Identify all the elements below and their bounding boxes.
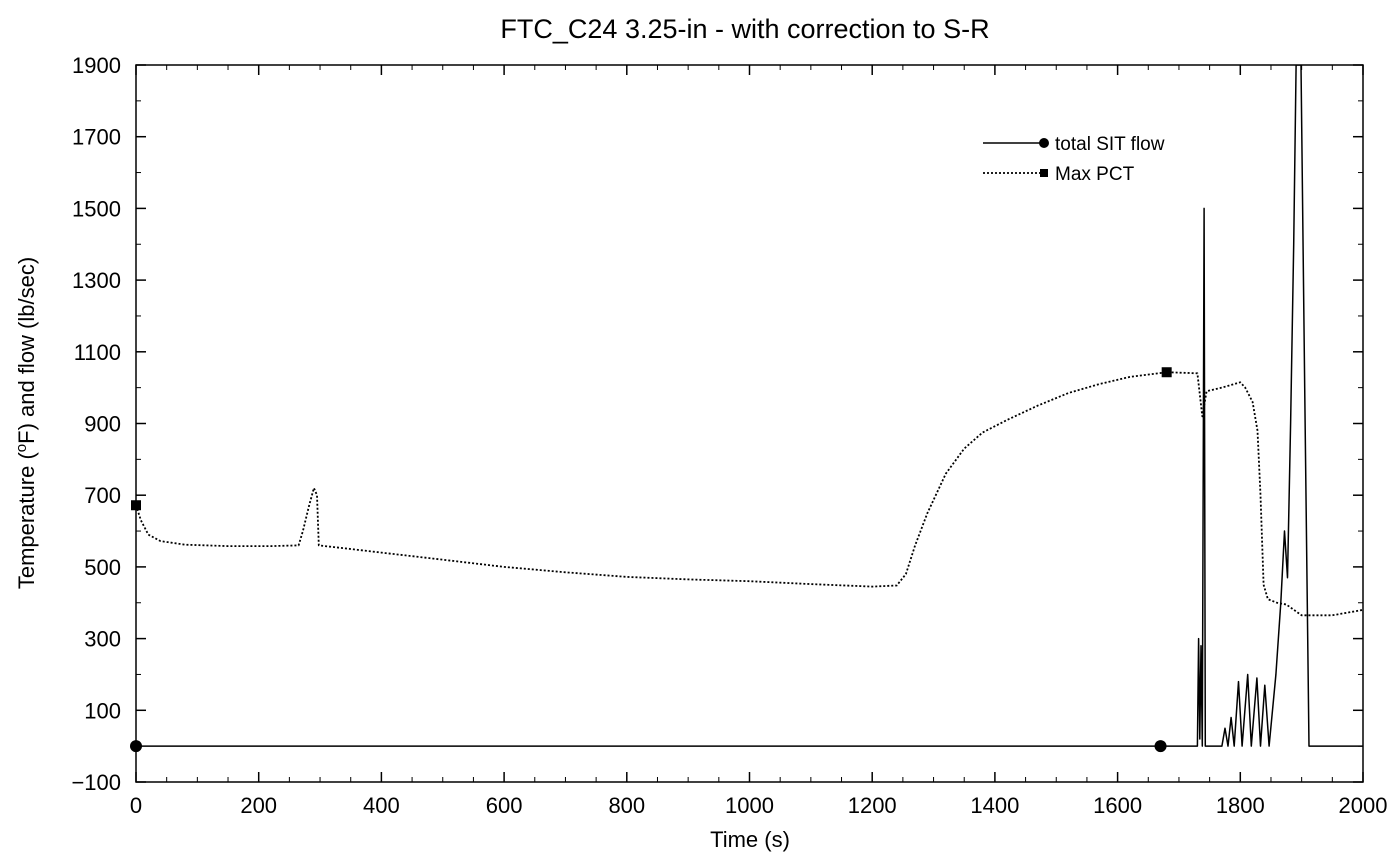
x-tick-label: 1400	[970, 793, 1019, 818]
axis-tick-labels: 0 200 400 600 800 1000 1200 1400 1600 1800 2000 −10…	[71, 53, 1387, 818]
y-tick-label: 300	[84, 627, 121, 652]
y-axis-label: Temperature (oF) and flow (lb/sec)	[13, 257, 39, 589]
y-axis-label-part-1: Temperature (	[14, 452, 39, 590]
legend-marker-circle	[1039, 138, 1049, 148]
series-line-0	[136, 65, 1363, 747]
x-tick-label: 1600	[1093, 793, 1142, 818]
x-axis-label: Time (s)	[710, 827, 790, 852]
series-marker-square	[1161, 367, 1172, 378]
y-tick-label: 1500	[72, 196, 121, 221]
axis-ticks	[135, 64, 1364, 783]
series-marker-circle	[1154, 740, 1167, 753]
series-line-1	[136, 371, 1363, 617]
y-tick-label: 900	[84, 412, 121, 437]
legend-marker-square	[1040, 169, 1048, 177]
y-tick-label: 1100	[74, 340, 121, 365]
legend-label-total-sit-flow: total SIT flow	[1055, 134, 1165, 155]
y-axis-label-part-2: F) and flow (lb/sec)	[14, 257, 39, 444]
x-tick-label: 1800	[1216, 793, 1265, 818]
y-tick-label: 1900	[72, 53, 121, 78]
series-layer	[130, 65, 1363, 753]
y-tick-label: 1300	[72, 268, 121, 293]
x-tick-label: 2000	[1339, 793, 1388, 818]
x-tick-label: 1200	[848, 793, 897, 818]
chart-title: FTC_C24 3.25-in - with correction to S-R	[500, 14, 989, 44]
plot-area	[135, 64, 1364, 783]
x-tick-label: 0	[130, 793, 142, 818]
x-tick-label: 1000	[725, 793, 774, 818]
legend-label-max-pct: Max PCT	[1055, 164, 1135, 185]
x-tick-label: 400	[363, 793, 400, 818]
y-tick-label: 700	[84, 483, 121, 508]
x-tick-label: 200	[240, 793, 277, 818]
x-tick-label: 800	[608, 793, 645, 818]
y-tick-label: 100	[84, 698, 121, 723]
y-tick-label: 500	[84, 555, 121, 580]
y-tick-label: −100	[71, 770, 121, 795]
series-marker-square	[131, 500, 141, 511]
y-tick-label: 1700	[72, 125, 121, 150]
x-tick-label: 600	[486, 793, 523, 818]
legend: total SIT flow Max PCT	[983, 134, 1165, 185]
series-marker-circle	[130, 740, 142, 753]
y-axis-label-superscript: o	[13, 444, 30, 452]
